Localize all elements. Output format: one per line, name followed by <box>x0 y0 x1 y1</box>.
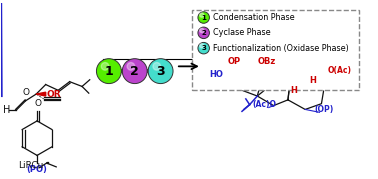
Circle shape <box>127 62 135 70</box>
Circle shape <box>153 62 161 70</box>
Text: 3: 3 <box>201 45 206 51</box>
FancyBboxPatch shape <box>192 10 359 90</box>
Text: (Ac)O: (Ac)O <box>252 100 276 109</box>
Text: OR: OR <box>46 90 61 99</box>
Text: (PO): (PO) <box>26 165 48 174</box>
Circle shape <box>200 13 204 17</box>
Text: H: H <box>290 86 297 95</box>
Circle shape <box>122 59 147 84</box>
Circle shape <box>200 44 204 48</box>
Circle shape <box>148 59 173 84</box>
Text: LiRCu: LiRCu <box>18 161 43 170</box>
Text: H: H <box>3 105 10 115</box>
Text: HO: HO <box>209 69 223 79</box>
Circle shape <box>96 59 121 84</box>
Text: 1: 1 <box>104 65 113 78</box>
Text: O: O <box>22 88 29 97</box>
Text: H: H <box>310 76 316 85</box>
Text: OP: OP <box>228 57 241 66</box>
Text: O(Ac): O(Ac) <box>327 66 351 75</box>
Circle shape <box>198 12 209 23</box>
Text: 2: 2 <box>201 30 206 36</box>
Text: Functionalization (Oxidase Phase): Functionalization (Oxidase Phase) <box>213 44 349 53</box>
Text: OBz: OBz <box>258 57 276 66</box>
Text: (OP): (OP) <box>315 105 334 114</box>
Circle shape <box>198 42 209 54</box>
Text: O: O <box>34 100 41 108</box>
Text: 3: 3 <box>156 65 165 78</box>
Circle shape <box>101 62 109 70</box>
Text: Condensation Phase: Condensation Phase <box>213 13 295 22</box>
Text: Cyclase Phase: Cyclase Phase <box>213 28 271 37</box>
Circle shape <box>198 27 209 39</box>
Circle shape <box>200 28 204 33</box>
Polygon shape <box>36 92 46 96</box>
Text: 1: 1 <box>201 14 206 21</box>
Text: 2: 2 <box>130 65 139 78</box>
